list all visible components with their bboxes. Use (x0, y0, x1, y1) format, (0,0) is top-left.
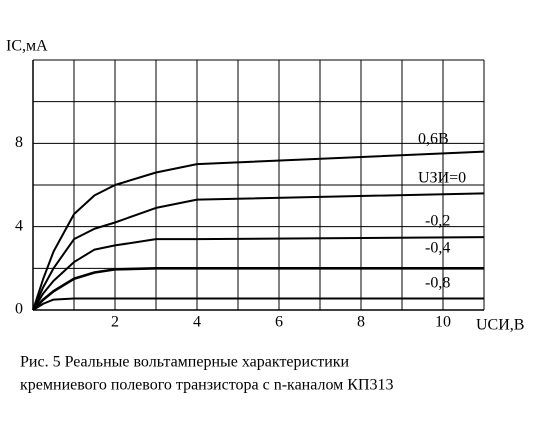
series-label: UЗИ=0 (418, 170, 466, 187)
series-label: 0,6В (418, 131, 449, 148)
x-tick-label: 10 (435, 314, 451, 331)
series-line (32, 236, 485, 311)
y-axis-label: IC,мА (6, 38, 48, 55)
series-label: -0,4 (425, 240, 450, 257)
series-line (32, 192, 485, 311)
x-tick-label: 8 (357, 314, 365, 331)
y-tick-label: 4 (15, 217, 23, 234)
series-label: -0,8 (425, 275, 450, 292)
x-tick-label: 4 (193, 314, 201, 331)
series-line (32, 297, 484, 311)
caption-line: Рис. 5 Реальные вольтамперные характерис… (20, 354, 350, 371)
series-label: -0,2 (425, 213, 450, 230)
x-tick-label: 2 (111, 314, 119, 331)
x-axis-label: UСИ,В (476, 317, 524, 334)
x-tick-label: 6 (275, 314, 283, 331)
caption-line: кремниевого полевого транзистора с n-кан… (20, 377, 394, 394)
y-tick-label: 0 (15, 301, 23, 318)
series-line (32, 150, 485, 311)
y-tick-label: 8 (15, 134, 23, 151)
series-line (32, 267, 484, 311)
